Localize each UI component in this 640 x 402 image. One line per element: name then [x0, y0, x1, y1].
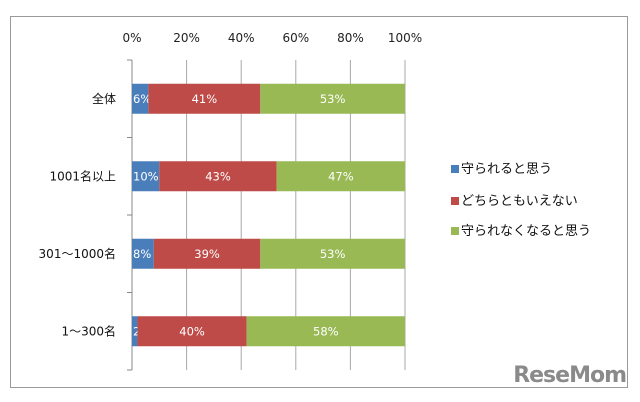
x-tick-label: 40%	[228, 31, 255, 45]
data-label: 6%	[133, 92, 151, 106]
bar-segment	[153, 238, 261, 269]
bar-segment	[260, 83, 405, 114]
data-label: 47%	[328, 169, 354, 183]
x-tick-label: 20%	[173, 31, 200, 45]
category-label: 1～300名	[61, 323, 116, 338]
legend-swatch	[451, 227, 459, 235]
resemom-logo: ReseMom	[513, 363, 627, 388]
bar-segment	[159, 161, 277, 192]
bar-segment	[132, 83, 149, 114]
bar-segment	[148, 83, 261, 114]
x-tick-label: 100%	[388, 31, 422, 45]
data-label: 41%	[192, 92, 218, 106]
bar-segment	[260, 238, 405, 269]
bar-segment	[132, 238, 154, 269]
legend-swatch	[451, 197, 459, 205]
data-label: 53%	[320, 247, 346, 261]
data-label: 40%	[179, 324, 205, 338]
bar-segment	[132, 161, 160, 192]
data-label: 8%	[133, 247, 151, 261]
x-tick-label: 80%	[337, 31, 364, 45]
bar-segment	[137, 316, 247, 347]
category-label: 1001名以上	[49, 168, 116, 183]
data-label: 58%	[313, 324, 339, 338]
chart-frame	[10, 16, 628, 388]
legend-label: 守られると思う	[461, 162, 552, 177]
bar-segment	[276, 161, 405, 192]
category-label: 301～1000名	[39, 246, 116, 261]
legend-label: どちらともいえない	[461, 194, 578, 209]
data-label: 43%	[205, 169, 231, 183]
bar-segment	[246, 316, 405, 347]
x-tick-label: 0%	[122, 31, 141, 45]
data-label: 10%	[133, 169, 159, 183]
data-label: 53%	[320, 92, 346, 106]
legend-swatch	[451, 165, 459, 173]
x-tick-label: 60%	[282, 31, 309, 45]
legend-label: 守られなくなると思う	[461, 224, 591, 239]
bar-segment	[132, 316, 138, 347]
data-label: 39%	[194, 247, 220, 261]
category-label: 全体	[92, 91, 116, 106]
